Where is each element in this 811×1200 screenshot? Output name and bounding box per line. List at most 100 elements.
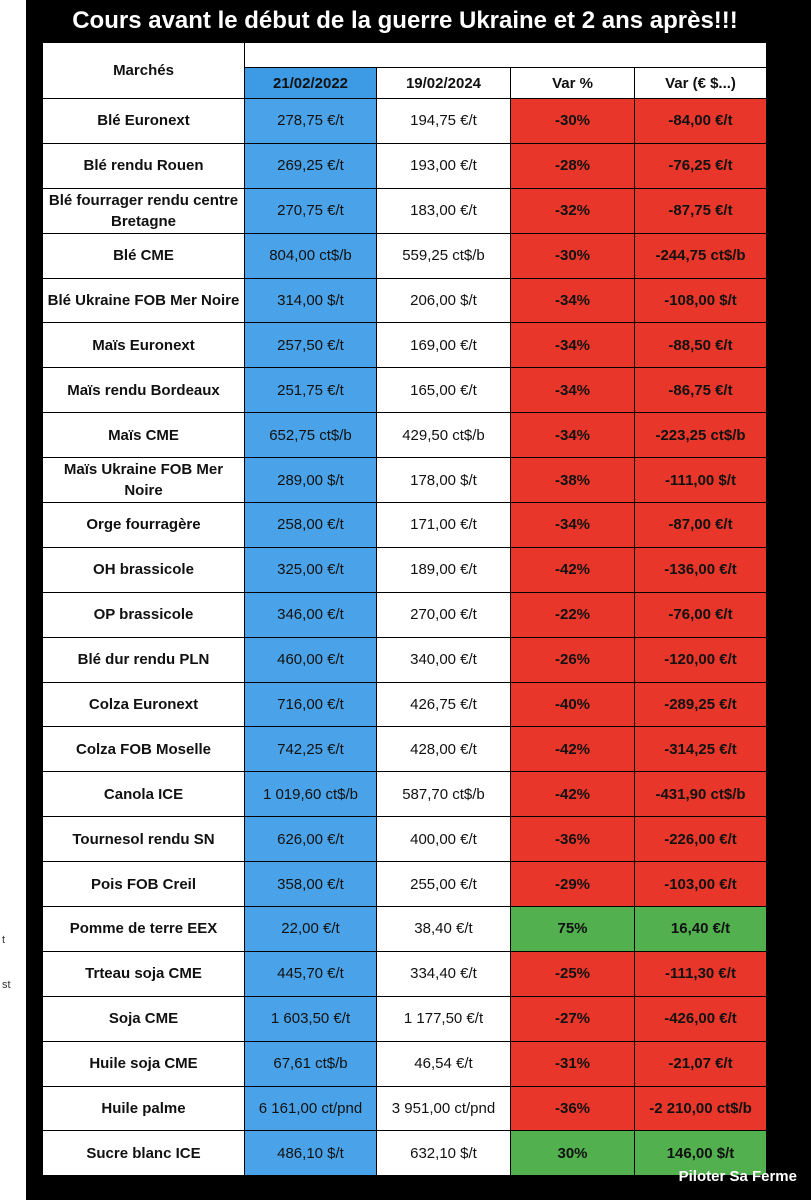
header-markets: Marchés <box>42 42 245 99</box>
header-date-after: 19/02/2024 <box>376 67 511 99</box>
table-row: Pomme de terre EEX 22,00 €/t 38,40 €/t 75% 1… <box>42 906 767 952</box>
var-abs-cell: -120,00 €/t <box>634 636 767 683</box>
price-after-cell: 428,00 €/t <box>376 726 511 773</box>
price-after-cell: 426,75 €/t <box>376 681 511 728</box>
table-row: Orge fourragère 258,00 €/t 171,00 €/t -34% -… <box>42 502 767 548</box>
price-after-cell: 171,00 €/t <box>376 502 511 548</box>
var-abs-cell: -431,90 ct$/b <box>634 771 767 818</box>
var-pct-cell: -42% <box>510 726 635 773</box>
table-row: Pois FOB Creil 358,00 €/t 255,00 €/t -29% -1… <box>42 861 767 908</box>
price-before-cell: 1 019,60 ct$/b <box>244 771 377 818</box>
price-table: Marchés 21/02/2022 19/02/2024 Var % Var … <box>42 42 767 1177</box>
var-pct-cell: -34% <box>510 367 635 414</box>
market-cell: Maïs CME <box>42 412 245 459</box>
var-abs-cell: -2 210,00 ct$/b <box>634 1085 767 1132</box>
price-after-cell: 270,00 €/t <box>376 591 511 638</box>
price-after-cell: 165,00 €/t <box>376 367 511 414</box>
market-cell: Sucre blanc ICE <box>42 1130 245 1177</box>
var-abs-cell: -226,00 €/t <box>634 816 767 863</box>
market-cell: Colza Euronext <box>42 681 245 728</box>
var-pct-cell: -36% <box>510 816 635 863</box>
price-after-cell: 632,10 $/t <box>376 1130 511 1177</box>
market-cell: Maïs Ukraine FOB Mer Noire <box>42 457 245 504</box>
price-before-cell: 314,00 $/t <box>244 277 377 324</box>
price-before-cell: 804,00 ct$/b <box>244 232 377 279</box>
table-row: Blé dur rendu PLN 460,00 €/t 340,00 €/t -26… <box>42 636 767 683</box>
price-after-cell: 206,00 $/t <box>376 277 511 324</box>
table-row: Sucre blanc ICE 486,10 $/t 632,10 $/t 30% 14… <box>42 1130 767 1177</box>
var-abs-cell: -76,25 €/t <box>634 142 767 189</box>
price-after-cell: 183,00 €/t <box>376 187 511 234</box>
side-fragment: t <box>2 934 6 946</box>
table-row: Blé fourrager rendu centre Bretagne 270,7… <box>42 187 767 234</box>
var-abs-cell: -88,50 €/t <box>634 322 767 369</box>
table-row: Huile soja CME 67,61 ct$/b 46,54 €/t -31% -2… <box>42 1040 767 1087</box>
var-pct-cell: -42% <box>510 771 635 818</box>
var-pct-cell: -42% <box>510 546 635 593</box>
footer-brand: Piloter Sa Ferme <box>678 1168 797 1185</box>
table-row: Blé Euronext 278,75 €/t 194,75 €/t -30% -84,… <box>42 98 767 144</box>
price-after-cell: 194,75 €/t <box>376 98 511 144</box>
table-row: Colza FOB Moselle 742,25 €/t 428,00 €/t -42… <box>42 726 767 773</box>
price-after-cell: 178,00 $/t <box>376 457 511 504</box>
var-pct-cell: -38% <box>510 457 635 504</box>
var-pct-cell: -32% <box>510 187 635 234</box>
table-row: Maïs rendu Bordeaux 251,75 €/t 165,00 €/t -… <box>42 367 767 414</box>
price-before-cell: 258,00 €/t <box>244 502 377 548</box>
table-row: Maïs Ukraine FOB Mer Noire 289,00 $/t 178,… <box>42 457 767 504</box>
var-abs-cell: -108,00 $/t <box>634 277 767 324</box>
price-after-cell: 169,00 €/t <box>376 322 511 369</box>
market-cell: OH brassicole <box>42 546 245 593</box>
price-after-cell: 559,25 ct$/b <box>376 232 511 279</box>
var-pct-cell: 75% <box>510 906 635 952</box>
table-row: Blé CME 804,00 ct$/b 559,25 ct$/b -30% -244,… <box>42 232 767 279</box>
market-cell: Tournesol rendu SN <box>42 816 245 863</box>
market-cell: Blé dur rendu PLN <box>42 636 245 683</box>
price-after-cell: 340,00 €/t <box>376 636 511 683</box>
market-cell: Orge fourragère <box>42 502 245 548</box>
price-before-cell: 269,25 €/t <box>244 142 377 189</box>
header-var-abs: Var (€ $...) <box>634 67 767 99</box>
price-before-cell: 67,61 ct$/b <box>244 1040 377 1087</box>
market-cell: Blé CME <box>42 232 245 279</box>
table-row: Canola ICE 1 019,60 ct$/b 587,70 ct$/b -42%… <box>42 771 767 818</box>
price-before-cell: 358,00 €/t <box>244 861 377 908</box>
table-row: Huile palme 6 161,00 ct/pnd 3 951,00 ct/pn… <box>42 1085 767 1132</box>
var-abs-cell: -21,07 €/t <box>634 1040 767 1087</box>
market-cell: Blé Euronext <box>42 98 245 144</box>
price-after-cell: 3 951,00 ct/pnd <box>376 1085 511 1132</box>
page-title: Cours avant le début de la guerre Ukrain… <box>72 7 738 34</box>
price-before-cell: 289,00 $/t <box>244 457 377 504</box>
header-var-pct: Var % <box>510 67 635 99</box>
var-pct-cell: -30% <box>510 98 635 144</box>
var-abs-cell: -223,25 ct$/b <box>634 412 767 459</box>
var-abs-cell: -76,00 €/t <box>634 591 767 638</box>
market-cell: Canola ICE <box>42 771 245 818</box>
var-abs-cell: -426,00 €/t <box>634 995 767 1042</box>
table-row: Blé rendu Rouen 269,25 €/t 193,00 €/t -28% -… <box>42 142 767 189</box>
market-cell: Huile soja CME <box>42 1040 245 1087</box>
var-abs-cell: -244,75 ct$/b <box>634 232 767 279</box>
market-cell: Blé rendu Rouen <box>42 142 245 189</box>
side-fragment: st <box>2 979 11 991</box>
price-before-cell: 1 603,50 €/t <box>244 995 377 1042</box>
price-after-cell: 587,70 ct$/b <box>376 771 511 818</box>
market-cell: Blé fourrager rendu centre Bretagne <box>42 187 245 234</box>
price-before-cell: 486,10 $/t <box>244 1130 377 1177</box>
var-abs-cell: -87,00 €/t <box>634 502 767 548</box>
table-row: Maïs CME 652,75 ct$/b 429,50 ct$/b -34% -223… <box>42 412 767 459</box>
var-pct-cell: -34% <box>510 412 635 459</box>
var-pct-cell: -30% <box>510 232 635 279</box>
price-before-cell: 278,75 €/t <box>244 98 377 144</box>
var-abs-cell: -314,25 €/t <box>634 726 767 773</box>
price-after-cell: 189,00 €/t <box>376 546 511 593</box>
var-pct-cell: -22% <box>510 591 635 638</box>
var-abs-cell: 16,40 €/t <box>634 906 767 952</box>
price-after-cell: 334,40 €/t <box>376 950 511 997</box>
var-abs-cell: -103,00 €/t <box>634 861 767 908</box>
price-before-cell: 445,70 €/t <box>244 950 377 997</box>
market-cell: Trteau soja CME <box>42 950 245 997</box>
market-cell: Colza FOB Moselle <box>42 726 245 773</box>
market-cell: Pomme de terre EEX <box>42 906 245 952</box>
price-before-cell: 346,00 €/t <box>244 591 377 638</box>
